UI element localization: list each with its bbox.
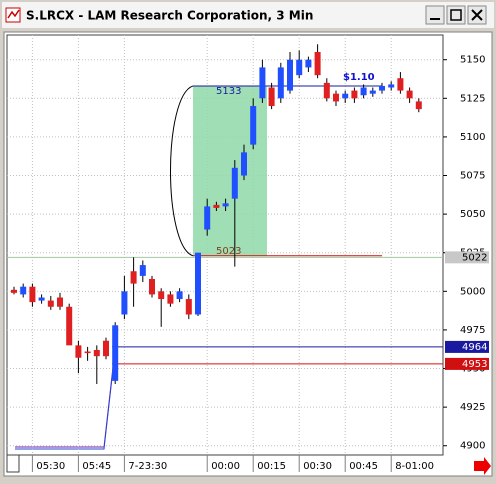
- candle-body: [369, 90, 376, 94]
- app-icon-mark: [7, 9, 20, 19]
- x-tick-label: 05:30: [36, 461, 65, 472]
- scroll-arrow[interactable]: [474, 457, 491, 475]
- candle-body: [121, 291, 128, 315]
- candle-body: [415, 101, 422, 110]
- candle-body: [397, 78, 404, 91]
- candle-body: [342, 93, 349, 99]
- y-tick-label: 5000: [460, 286, 485, 297]
- range-annotation: $1.10: [343, 72, 375, 83]
- candle-body: [231, 167, 238, 199]
- y-tick-label: 5125: [460, 93, 485, 104]
- scroll-box[interactable]: [6, 454, 20, 473]
- x-tick-label: 05:45: [82, 461, 111, 472]
- candle-body: [47, 300, 54, 307]
- candle-body: [103, 340, 109, 357]
- maximize-button[interactable]: [446, 5, 466, 25]
- candle-body: [167, 294, 174, 304]
- candle-body: [222, 203, 229, 207]
- candle-body: [66, 306, 73, 346]
- range-high-label: 5133: [216, 86, 241, 97]
- range-low-label: 5023: [216, 246, 241, 257]
- price-tag-label: 4964: [462, 342, 487, 353]
- candle-body: [139, 265, 146, 276]
- candle-body: [20, 286, 27, 295]
- candle-body: [84, 351, 91, 354]
- close-icon: [471, 9, 483, 21]
- x-tick-label: 00:00: [211, 461, 240, 472]
- candle-body: [204, 206, 211, 230]
- candle-body: [195, 252, 201, 315]
- minimize-button[interactable]: [425, 5, 445, 25]
- price-tag: [445, 340, 489, 353]
- x-tick-label: 00:30: [303, 461, 332, 472]
- title-bar: [2, 2, 494, 28]
- candle-body: [296, 59, 303, 76]
- y-tick-label: 4925: [460, 402, 485, 413]
- price-tag: [445, 357, 489, 370]
- x-tick-label: 7-23:30: [128, 461, 167, 472]
- candle-body: [388, 84, 395, 88]
- price-tag: [445, 251, 489, 264]
- y-tick-label: 4900: [460, 441, 485, 452]
- candle-body: [351, 90, 358, 99]
- candle-body: [277, 67, 284, 99]
- y-tick-label: 5150: [460, 55, 485, 66]
- y-tick-label: 4975: [460, 325, 485, 336]
- candle-body: [213, 204, 220, 208]
- candle-body: [323, 82, 330, 99]
- y-tick-label: 5100: [460, 132, 485, 143]
- candle-body: [75, 345, 82, 358]
- window-title: S.LRCX - LAM Research Corporation, 3 Min: [26, 9, 313, 23]
- candle-body: [314, 51, 321, 76]
- candle-body: [57, 297, 63, 307]
- candle-body: [287, 59, 293, 91]
- x-tick-label: 00:45: [349, 461, 378, 472]
- candle-body: [185, 299, 192, 315]
- x-tick-label: 8-01:00: [395, 461, 434, 472]
- x-tick-label: 00:15: [257, 461, 286, 472]
- candle-body: [250, 106, 257, 145]
- candle-body: [305, 59, 312, 68]
- candle-body: [259, 67, 266, 99]
- candle-body: [406, 90, 413, 99]
- range-arc: [170, 85, 194, 257]
- candle-body: [11, 289, 17, 293]
- candle-body: [333, 93, 339, 102]
- candle-body: [158, 291, 165, 300]
- price-tag-label: 4953: [462, 359, 487, 370]
- candle-body: [360, 87, 367, 96]
- candle-body: [29, 286, 36, 303]
- candle-body: [38, 297, 45, 301]
- candle-body: [176, 291, 183, 300]
- price-tag-label: 5022: [462, 252, 487, 263]
- maximize-icon: [450, 9, 462, 21]
- candle-body: [93, 350, 100, 357]
- app-icon: [5, 7, 21, 23]
- candle-body: [241, 152, 247, 176]
- candle-body: [379, 85, 385, 91]
- candle-body: [112, 325, 119, 381]
- y-tick-label: 5075: [460, 171, 485, 182]
- candle-body: [149, 278, 155, 295]
- candle-body: [268, 87, 275, 107]
- candle-body: [130, 271, 137, 284]
- y-tick-label: 5050: [460, 209, 485, 220]
- trend-line: [15, 368, 114, 450]
